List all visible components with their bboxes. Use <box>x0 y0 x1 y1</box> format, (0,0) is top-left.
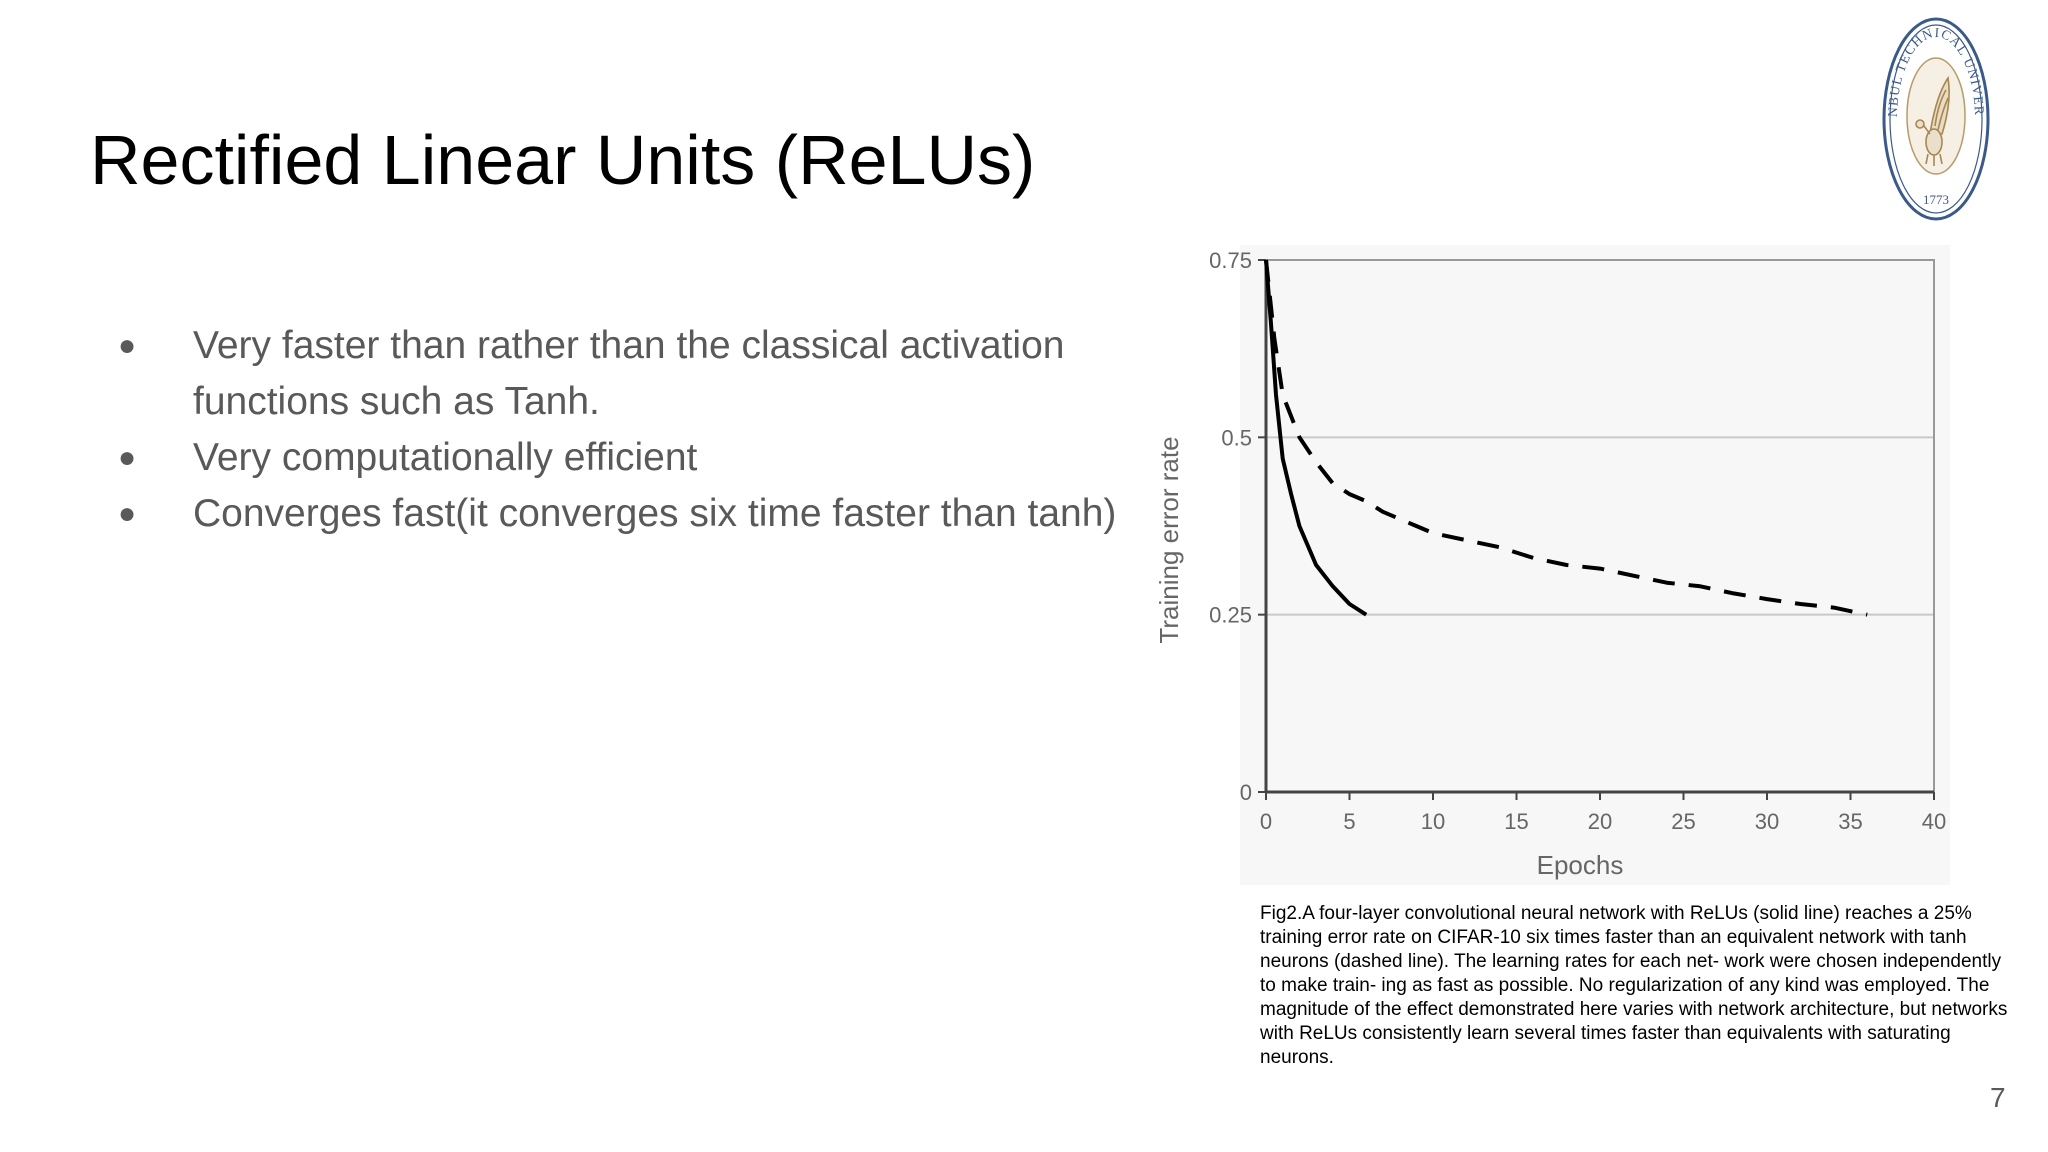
bullet-text: Very computationally efficient <box>193 436 698 479</box>
x-tick-label: 40 <box>1922 809 1946 834</box>
training-error-chart: 0 0.25 0.5 0.75 0 5 10 15 20 25 30 35 40 Epochs Trai… <box>1154 245 1950 885</box>
bullet-text: Very faster than rather than the classic… <box>193 324 1065 423</box>
y-tick-label: 0 <box>1240 780 1252 805</box>
bee-emblem-icon <box>1915 75 1950 166</box>
x-tick-label: 30 <box>1755 809 1779 834</box>
y-tick-label: 0.5 <box>1221 425 1252 450</box>
x-tick-label: 5 <box>1343 809 1355 834</box>
x-tick-label: 25 <box>1671 809 1695 834</box>
logo-year: 1773 <box>1923 192 1949 207</box>
chart-background <box>1240 245 1950 885</box>
x-axis-label: Epochs <box>1537 850 1624 880</box>
chart-ticks: 0 0.25 0.5 0.75 0 5 10 15 20 25 30 35 40 <box>1209 248 1946 834</box>
x-tick-label: 10 <box>1421 809 1445 834</box>
figure-caption: Fig2.A four-layer convolutional neural n… <box>1260 903 2008 1068</box>
y-tick-label: 0.75 <box>1209 248 1252 273</box>
bullet-marker: ● <box>118 441 137 474</box>
page-number: 7 <box>1990 1082 2006 1113</box>
bullet-item: ● Very computationally efficient <box>118 430 1118 486</box>
bullet-item: ● Converges fast(it converges six time f… <box>118 486 1118 542</box>
x-tick-label: 35 <box>1838 809 1862 834</box>
chart-series <box>1264 259 1868 617</box>
x-tick-label: 15 <box>1504 809 1528 834</box>
bullet-list: ● Very faster than rather than the class… <box>118 318 1118 542</box>
y-tick-label: 0.25 <box>1209 603 1252 628</box>
bullet-marker: ● <box>118 329 137 362</box>
bullet-item: ● Very faster than rather than the class… <box>118 318 1118 430</box>
x-tick-label: 20 <box>1588 809 1612 834</box>
bullet-text: Converges fast(it converges six time fas… <box>193 492 1117 535</box>
relu-series-line <box>1264 259 1368 617</box>
x-tick-label: 0 <box>1260 809 1272 834</box>
university-logo: ISTANBUL TECHNICAL UNIVERSITY 1773 <box>1882 16 1990 221</box>
bullet-marker: ● <box>118 497 137 530</box>
slide-title: Rectified Linear Units (ReLUs) <box>90 121 1036 199</box>
y-axis-label: Training error rate <box>1154 436 1184 643</box>
chart-grid <box>1266 436 1934 616</box>
tanh-series-line <box>1264 259 1868 617</box>
